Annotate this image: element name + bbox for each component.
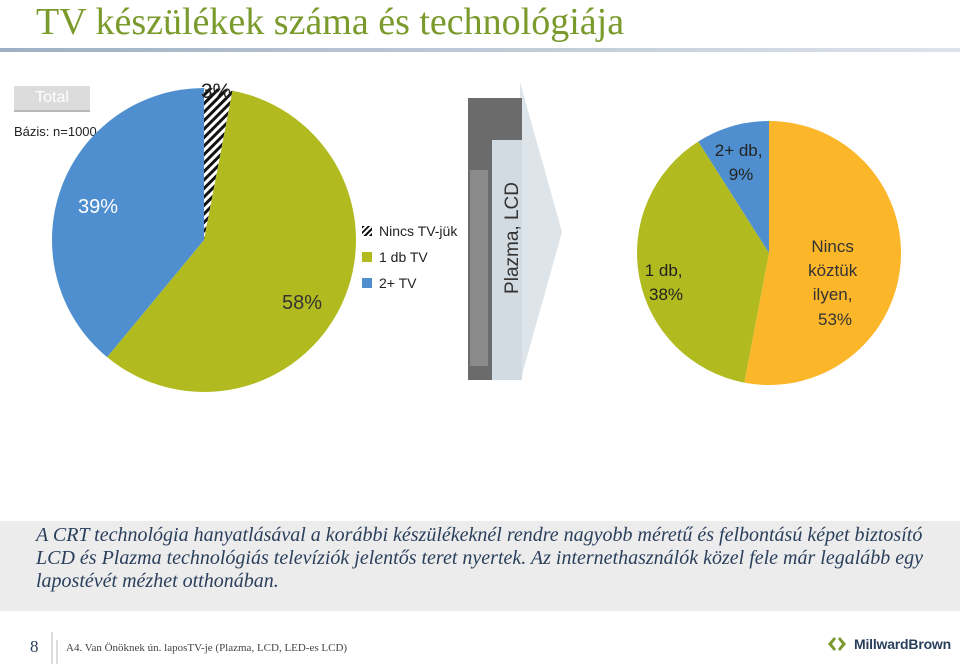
pie-chart-tv-count <box>51 88 356 392</box>
millward-brown-logo: MillwardBrown <box>826 634 951 654</box>
base-size-label: Bázis: n=1000 <box>14 124 97 139</box>
pie-slice-none-among <box>744 120 902 385</box>
arrow-label: Plazma, LCD <box>502 182 523 294</box>
legend-item-two-plus-tv: 2+ TV <box>362 270 457 296</box>
label-one-db: 1 db, 38% <box>645 261 688 304</box>
pie-slice-one-tv <box>107 90 356 392</box>
page-divider-lines <box>51 632 58 664</box>
legend-label-two-plus-tv: 2+ TV <box>379 275 417 291</box>
pie-slice-one-db <box>637 141 769 383</box>
title-divider <box>0 48 960 52</box>
pie1-legend: Nincs TV-jük 1 db TV 2+ TV <box>362 218 457 296</box>
legend-swatch-no-tv <box>362 226 372 236</box>
label-one-tv: 58% <box>282 292 322 314</box>
pie-slice-no-tv <box>204 88 233 240</box>
total-filter-label: Total <box>14 86 90 112</box>
label-two-plus-db: 2+ db, 9% <box>715 141 767 184</box>
question-footnote: A4. Van Önöknek ún. laposTV-je (Plazma, … <box>66 642 348 654</box>
legend-swatch-two-plus-tv <box>362 278 372 288</box>
arrow-shadow-inner <box>470 170 488 366</box>
arrow-box <box>492 140 522 380</box>
arrow-chevron <box>520 82 562 382</box>
page-title: TV készülékek száma és technológiája <box>36 1 625 43</box>
pie-slice-two-plus-tv <box>51 88 205 358</box>
logo-mark-icon <box>828 637 846 651</box>
legend-item-one-tv: 1 db TV <box>362 244 457 270</box>
page-number: 8 <box>30 637 39 656</box>
label-no-tv: 3% <box>201 80 231 103</box>
pie-slice-two-plus-db <box>698 121 769 253</box>
logo-text: MillwardBrown <box>854 636 951 652</box>
pie-chart-flat-tv <box>637 120 902 385</box>
label-none-among: Nincs köztük ilyen, 53% <box>808 237 862 329</box>
legend-label-no-tv: Nincs TV-jük <box>379 223 458 239</box>
summary-text: A CRT technológia hanyatlásával a korább… <box>36 524 924 592</box>
legend-item-no-tv: Nincs TV-jük <box>362 218 457 244</box>
label-two-plus-tv: 39% <box>78 196 118 218</box>
legend-label-one-tv: 1 db TV <box>379 249 428 265</box>
summary-panel <box>0 521 960 611</box>
legend-swatch-one-tv <box>362 252 372 262</box>
chart-canvas: Plazma, LCD 3% 58% 39% 2+ db, 9% 1 db, 3… <box>51 80 902 392</box>
